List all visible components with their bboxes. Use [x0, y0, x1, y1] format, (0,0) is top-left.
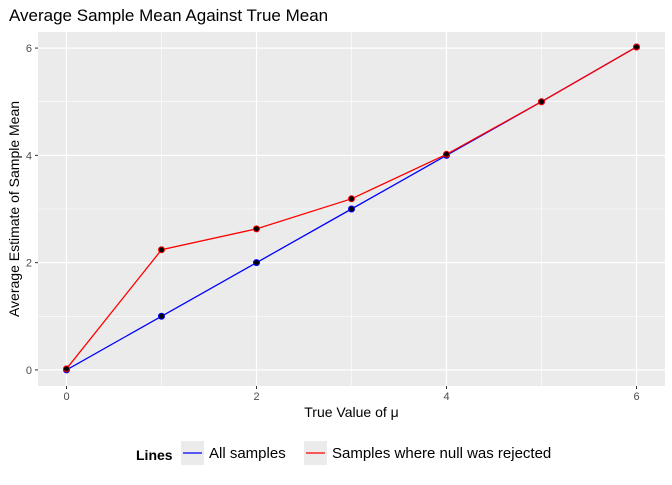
data-point-samples-where-null-was-rejected — [538, 98, 545, 106]
legend: Lines All samples Samples where null was … — [136, 441, 551, 465]
series-layer — [63, 43, 640, 374]
chart-title: Average Sample Mean Against True Mean — [9, 6, 328, 25]
y-tick-label: 2 — [26, 258, 32, 270]
legend-label-all-samples: All samples — [209, 445, 286, 462]
data-point-samples-where-null-was-rejected — [63, 365, 70, 373]
data-point-samples-where-null-was-rejected — [348, 195, 355, 203]
data-point-samples-where-null-was-rejected — [253, 225, 260, 233]
data-point-all-samples — [348, 205, 355, 213]
y-tick-label: 4 — [26, 150, 32, 162]
data-point-samples-where-null-was-rejected — [443, 150, 450, 158]
x-tick-label: 4 — [443, 391, 449, 403]
data-point-all-samples — [253, 259, 260, 267]
x-axis-ticks: 0 2 4 6 — [63, 386, 640, 403]
data-point-samples-where-null-was-rejected — [158, 246, 165, 254]
y-tick-label: 6 — [26, 43, 32, 55]
x-tick-label: 0 — [63, 391, 69, 403]
y-tick-label: 0 — [26, 365, 32, 377]
major-gridlines — [38, 32, 665, 386]
x-tick-label: 6 — [633, 391, 639, 403]
data-point-samples-where-null-was-rejected — [633, 43, 640, 51]
x-tick-label: 2 — [253, 391, 259, 403]
y-axis-title: Average Estimate of Sample Mean — [6, 101, 22, 317]
legend-label-samples-where-null-was-rejected: Samples where null was rejected — [332, 445, 551, 462]
x-axis-title: True Value of μ — [304, 404, 398, 420]
data-point-all-samples — [158, 312, 165, 320]
y-axis-ticks: 0 2 4 6 — [26, 43, 38, 377]
legend-title: Lines — [136, 447, 173, 463]
